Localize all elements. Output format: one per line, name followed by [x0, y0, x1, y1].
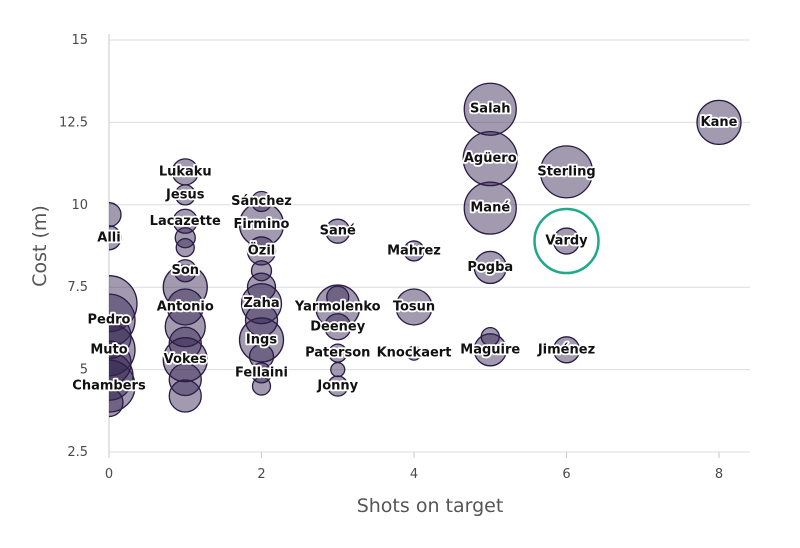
bubble-label: Mahrez	[387, 243, 441, 258]
bubble[interactable]	[552, 227, 581, 255]
bubble-label: Sané	[320, 224, 356, 239]
bubble[interactable]	[97, 225, 122, 251]
bubble[interactable]	[173, 259, 197, 283]
bubble-label: Son	[171, 263, 199, 278]
bubble-label: Jiménez	[537, 342, 595, 357]
bubble-label: Muto	[90, 342, 127, 357]
bubble[interactable]	[324, 313, 352, 341]
bubble-label: Knockaert	[377, 346, 452, 361]
bubble-label: Deeney	[310, 319, 365, 334]
bubble[interactable]	[395, 288, 433, 326]
bubble-label: Tosun	[393, 299, 435, 314]
bubble-label: Lukaku	[159, 164, 212, 179]
bubble-label: Pogba	[467, 260, 513, 275]
y-tick-label: 5	[80, 363, 88, 378]
bubble-label: Chambers	[72, 379, 146, 394]
x-tick-label: 4	[410, 467, 418, 482]
bubble[interactable]	[162, 264, 208, 310]
bubble-label: Özil	[248, 242, 276, 258]
x-tick-label: 8	[715, 467, 723, 482]
bubble[interactable]	[174, 184, 196, 206]
bubble-label: Firmino	[234, 217, 290, 232]
bubble[interactable]	[403, 240, 425, 262]
bubble-label: Ings	[246, 332, 277, 347]
axes: 2.5 5 7.5 10 12.5 15 0 2 4 6 8	[59, 33, 723, 482]
x-axis-title: Shots on target	[357, 495, 504, 517]
x-tick-label: 6	[562, 467, 570, 482]
bubble[interactable]	[552, 336, 581, 364]
bubble[interactable]	[174, 227, 196, 249]
bubble[interactable]	[696, 99, 742, 146]
bubble-label: Mané	[470, 201, 510, 216]
bubble[interactable]	[325, 218, 351, 244]
bubble[interactable]	[97, 202, 122, 228]
y-tick-label: 7.5	[67, 280, 88, 295]
bubble[interactable]	[250, 260, 273, 282]
bubble[interactable]	[95, 387, 124, 418]
bubble-label: Salah	[470, 102, 511, 117]
bubble-label: Lacazette	[150, 214, 221, 229]
y-tick-label: 2.5	[67, 445, 88, 460]
bubble[interactable]	[248, 343, 275, 370]
y-tick-label: 10	[71, 198, 88, 213]
bubble[interactable]	[168, 326, 202, 360]
bubble-label: Sterling	[537, 164, 595, 179]
highlight-ring	[533, 207, 600, 275]
bubble[interactable]	[246, 272, 277, 302]
bubble[interactable]	[250, 190, 273, 213]
grid-lines	[109, 39, 750, 453]
bubble-label: Kane	[701, 115, 738, 130]
bubble[interactable]	[87, 340, 132, 386]
y-tick-label: 15	[71, 33, 88, 48]
bubble[interactable]	[166, 288, 204, 326]
highlight	[533, 207, 600, 275]
bubble[interactable]	[172, 208, 198, 234]
bubble[interactable]	[539, 145, 594, 199]
bubble[interactable]	[246, 236, 277, 266]
bubble[interactable]	[480, 326, 500, 347]
bubble-label: Jonny	[316, 379, 358, 394]
x-tick-label: 2	[257, 467, 265, 482]
bubble-label: Sánchez	[231, 194, 292, 209]
bubble[interactable]	[326, 285, 350, 309]
bubble[interactable]	[462, 131, 518, 187]
bubble-label: Yarmolenko	[294, 299, 381, 314]
bubble[interactable]	[175, 237, 195, 258]
bubble-label: Maguire	[460, 342, 520, 357]
bubble[interactable]	[463, 181, 517, 235]
y-tick-label: 12.5	[59, 115, 88, 130]
x-tick-label: 0	[105, 467, 113, 482]
bubble-label: Fellaini	[235, 365, 288, 380]
bubble[interactable]	[463, 82, 517, 136]
y-axis-title: Cost (m)	[29, 205, 51, 287]
bubble[interactable]	[81, 275, 138, 333]
bubble[interactable]	[251, 376, 272, 396]
bubble-label: Vardy	[545, 234, 588, 249]
bubble-label: Agüero	[464, 151, 517, 166]
bubble-label: Vokes	[164, 352, 207, 367]
bubble[interactable]	[168, 379, 202, 413]
bubble[interactable]	[406, 345, 422, 361]
bubble-label: Jesus	[165, 187, 205, 202]
bubble-label: Pedro	[88, 313, 131, 328]
bubble-label: Paterson	[305, 346, 370, 361]
bubble[interactable]	[238, 201, 285, 248]
bubble-labels: Kane Salah Agüero Sterling Mané Vardy Pogba Mah…	[71, 100, 740, 395]
bubbles	[81, 82, 742, 418]
bubble[interactable]	[330, 361, 346, 378]
bubble-label: Antonio	[157, 299, 214, 314]
bubble[interactable]	[85, 351, 134, 401]
bubble[interactable]	[473, 250, 507, 285]
bubble-label: Alli	[97, 230, 120, 245]
bubble[interactable]	[244, 303, 279, 337]
bubble-label: Zaha	[243, 296, 279, 311]
